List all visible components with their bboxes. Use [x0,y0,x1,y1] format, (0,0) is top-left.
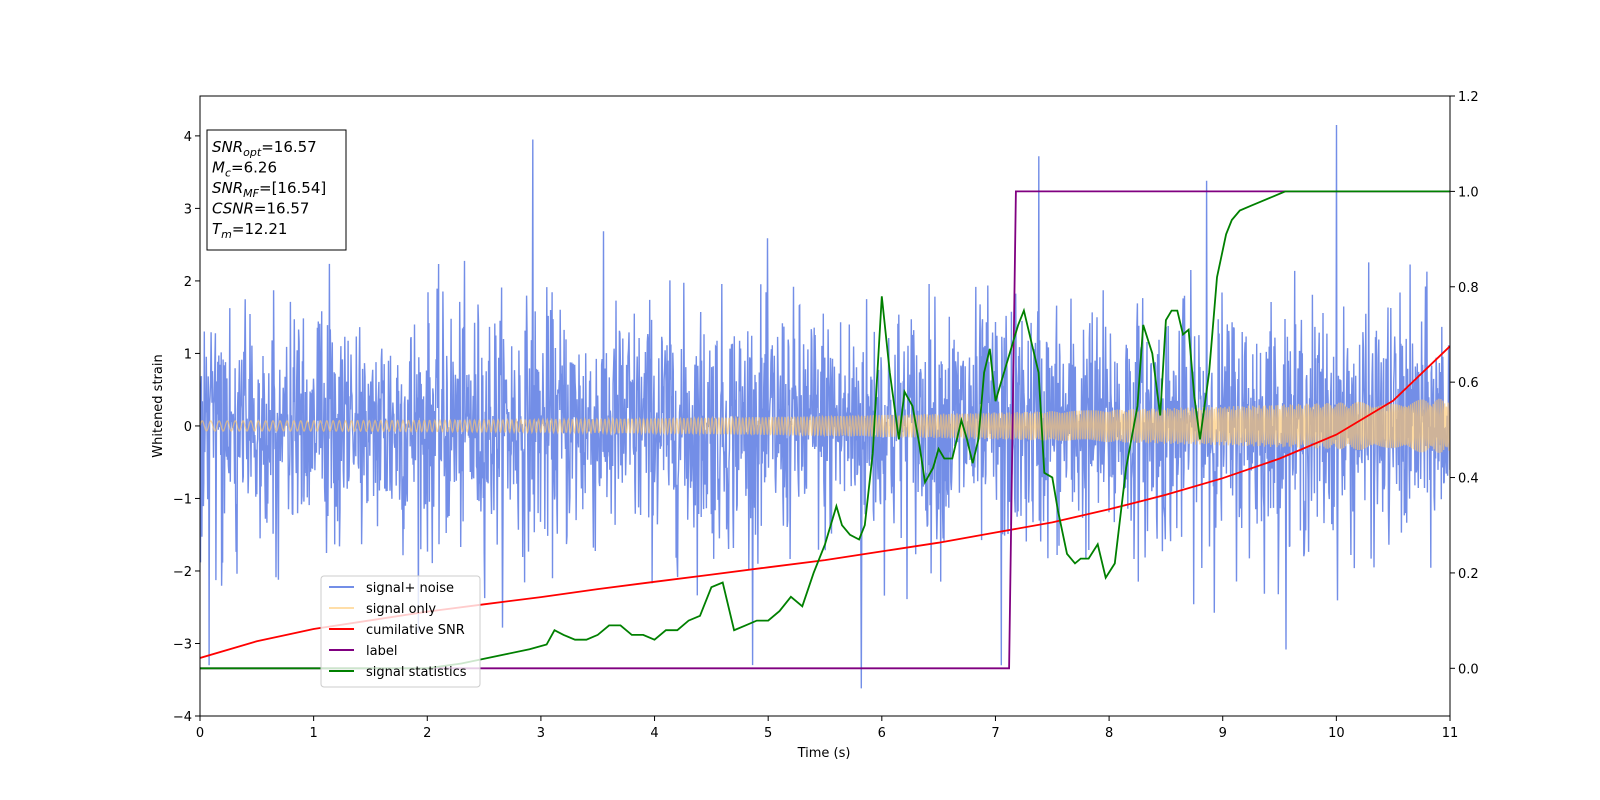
plot-frame [199,95,1451,717]
x-tick-label: 3 [537,726,545,741]
y2-tick-label: 0.0 [1458,662,1479,677]
y-tick-label: 0 [184,420,192,435]
annotation-line: Tm=12.21 [212,220,287,241]
legend-label: label [366,644,397,659]
series-signal-noise-line [200,124,1450,689]
y2-tick-label: 0.8 [1458,281,1479,296]
y-tick-label: −3 [173,637,192,652]
y2-tick-label: 1.2 [1458,90,1479,105]
annotation-line: SNRMF=[16.54] [212,179,326,200]
legend: signal+ noise signal only cumilative SNR la… [320,575,481,688]
annotation-line: SNRopt=16.57 [212,138,317,159]
x-axis: 0 1 2 3 4 5 6 7 8 9 10 11 [196,716,1458,741]
x-tick-label: 4 [650,726,658,741]
series-signal-only-line [200,398,1450,454]
legend-label: signal only [366,602,436,617]
x-tick-label: 9 [1219,726,1227,741]
x-tick-label: 6 [878,726,886,741]
legend-frame [320,575,481,688]
y-tick-label: −1 [173,492,192,507]
y-tick-label: −2 [173,565,192,580]
x-tick-label: 1 [309,726,317,741]
y-tick-label: 3 [184,202,192,217]
x-tick-label: 5 [764,726,772,741]
series-label-line [200,190,1450,670]
legend-label: signal statistics [366,665,467,680]
legend-label: cumilative SNR [366,623,465,638]
y-axis-left: −4 −3 −2 −1 0 1 2 3 4 [173,130,200,725]
y2-tick-label: 1.0 [1458,185,1479,200]
annotation-box: SNRopt=16.57Mc=6.26SNRMF=[16.54]CSNR=16.… [206,129,347,251]
x-tick-label: 11 [1442,726,1459,741]
x-tick-label: 2 [423,726,431,741]
series-signal-statistics-line [200,190,1450,670]
x-tick-label: 8 [1105,726,1113,741]
x-tick-label: 7 [991,726,999,741]
y2-tick-label: 0.4 [1458,472,1479,487]
y-axis-label: Whitened strain [151,354,166,457]
y-tick-label: 2 [184,275,192,290]
x-axis-label: Time (s) [797,746,851,761]
annotation-line: Mc=6.26 [212,159,277,180]
y-axis-right: 0.0 0.2 0.4 0.6 0.8 1.0 1.2 [1450,90,1479,677]
x-tick-label: 0 [196,726,204,741]
y2-tick-label: 0.2 [1458,567,1479,582]
legend-label: signal+ noise [366,581,454,596]
y-tick-label: −4 [173,710,192,725]
x-tick-label: 10 [1328,726,1345,741]
y-tick-label: 4 [184,130,192,145]
y-tick-label: 1 [184,347,192,362]
y2-tick-label: 0.6 [1458,376,1479,391]
annotation-frame [206,129,347,251]
annotation-line: CSNR=16.57 [212,200,309,218]
